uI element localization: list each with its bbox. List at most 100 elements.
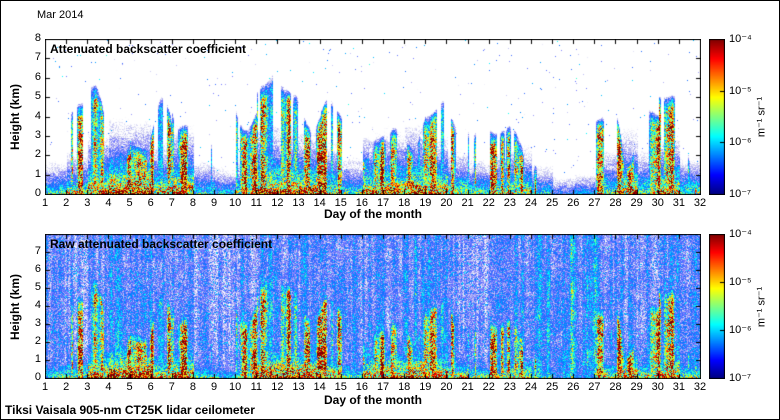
x-tick-label: 22	[482, 197, 495, 209]
x-tick-label: 28	[609, 197, 622, 209]
x-tick-label: 12	[271, 381, 284, 393]
x-tick-label: 5	[126, 381, 133, 393]
x-tick-label: 11	[250, 381, 262, 393]
x-tick-label: 10	[229, 381, 242, 393]
x-tick-label: 29	[630, 197, 643, 209]
x-tick-label: 31	[672, 197, 685, 209]
x-tick-label: 13	[292, 197, 305, 209]
x-tick-label: 14	[313, 197, 326, 209]
x-tick-label: 14	[313, 381, 326, 393]
y-tick-label: 0	[34, 371, 41, 383]
x-tick-label: 20	[440, 381, 453, 393]
x-tick-label: 20	[440, 197, 453, 209]
x-tick-label: 16	[355, 197, 369, 209]
x-tick-label: 8	[189, 381, 196, 393]
x-tick-label: 22	[482, 381, 495, 393]
x-tick-label: 23	[503, 197, 516, 209]
x-tick-label: 7	[168, 197, 175, 209]
colorbar-tick-label: 10⁻⁷	[729, 188, 752, 200]
x-tick-label: 13	[292, 381, 305, 393]
y-tick-label: 0	[34, 187, 41, 199]
x-tick-label: 2	[63, 197, 70, 209]
y-tick-label: 4	[34, 299, 41, 311]
x-tick-label: 7	[168, 381, 175, 393]
colorbar-tick-label: 10⁻⁴	[729, 228, 752, 240]
top-heatmap-canvas	[45, 39, 701, 195]
x-tick-label: 27	[588, 381, 601, 393]
top-colorbar-unit-label: m⁻¹ sr⁻¹	[755, 96, 768, 138]
x-tick-label: 28	[609, 381, 622, 393]
x-tick-label: 18	[398, 381, 411, 393]
x-tick-label: 1	[41, 381, 49, 393]
x-tick-label: 3	[84, 197, 91, 209]
x-tick-label: 9	[210, 197, 218, 209]
colorbar-tick-label: 10⁻⁴	[729, 33, 752, 45]
y-tick-label: 7	[34, 51, 41, 64]
y-tick-label: 5	[34, 90, 41, 103]
top-colorbar	[709, 39, 725, 195]
bottom-colorbar-unit-label: m⁻¹ sr⁻¹	[755, 286, 768, 328]
x-tick-label: 16	[355, 381, 369, 393]
x-tick-label: 29	[630, 381, 643, 393]
colorbar-tick-label: 10⁻⁶	[729, 324, 752, 336]
x-tick-label: 2	[63, 381, 70, 393]
x-tick-label: 9	[210, 381, 218, 393]
x-tick-label: 6	[147, 381, 154, 393]
x-tick-label: 21	[461, 381, 474, 393]
x-tick-label: 19	[419, 197, 432, 209]
x-tick-label: 8	[189, 197, 196, 209]
bottom-x-axis-label: Day of the month	[324, 393, 422, 407]
x-tick-label: 26	[567, 197, 580, 209]
instrument-label: Tiksi Vaisala 905-nm CT25K lidar ceilome…	[5, 403, 255, 417]
y-tick-label: 2	[34, 335, 41, 347]
x-tick-label: 15	[334, 381, 347, 393]
y-tick-label: 6	[34, 70, 41, 83]
x-tick-label: 25	[545, 381, 559, 393]
x-tick-label: 24	[524, 381, 538, 393]
x-tick-label: 21	[461, 197, 474, 209]
y-tick-label: 1	[34, 167, 41, 180]
colorbar-tick-label: 10⁻⁵	[729, 276, 752, 288]
x-tick-label: 10	[229, 197, 242, 209]
x-tick-label: 26	[567, 381, 580, 393]
x-tick-label: 3	[84, 381, 91, 393]
x-tick-label: 17	[376, 381, 390, 393]
x-tick-label: 27	[588, 197, 601, 209]
x-tick-label: 23	[503, 381, 516, 393]
bottom-panel-title: Raw attenuated backscatter coefficient	[50, 237, 273, 251]
x-tick-label: 4	[105, 197, 112, 209]
x-tick-label: 11	[250, 197, 262, 209]
y-tick-label: 2	[34, 148, 41, 161]
x-tick-label: 32	[693, 197, 707, 209]
x-tick-label: 31	[672, 381, 685, 393]
x-tick-label: 24	[524, 197, 538, 209]
x-tick-label: 4	[105, 381, 112, 393]
top-x-axis-label: Day of the month	[324, 207, 422, 221]
colorbar-tick-label: 10⁻⁵	[729, 84, 752, 97]
x-tick-label: 30	[651, 197, 664, 209]
y-tick-label: 7	[34, 245, 41, 257]
colorbar-tick-label: 10⁻⁷	[729, 372, 752, 384]
y-tick-label: 8	[34, 32, 41, 44]
x-tick-label: 19	[419, 381, 432, 393]
y-tick-label: 5	[34, 281, 41, 293]
colorbar-tick-label: 10⁻⁶	[729, 136, 752, 149]
x-tick-label: 15	[334, 197, 347, 209]
y-tick-label: 6	[34, 263, 41, 275]
x-tick-label: 5	[126, 197, 133, 209]
x-tick-label: 6	[147, 197, 154, 209]
x-tick-label: 18	[398, 197, 411, 209]
x-tick-label: 17	[376, 197, 390, 209]
y-tick-label: 4	[34, 109, 41, 122]
x-tick-label: 30	[651, 381, 664, 393]
date-label: Mar 2014	[37, 9, 84, 21]
x-tick-label: 1	[41, 197, 49, 209]
y-tick-label: 3	[34, 128, 41, 141]
bottom-heatmap-canvas	[45, 234, 701, 379]
top-panel-title: Attenuated backscatter coefficient	[50, 42, 247, 56]
x-tick-label: 25	[545, 197, 559, 209]
bottom-colorbar	[709, 234, 725, 379]
x-tick-label: 12	[271, 197, 284, 209]
y-tick-label: 3	[34, 317, 41, 329]
